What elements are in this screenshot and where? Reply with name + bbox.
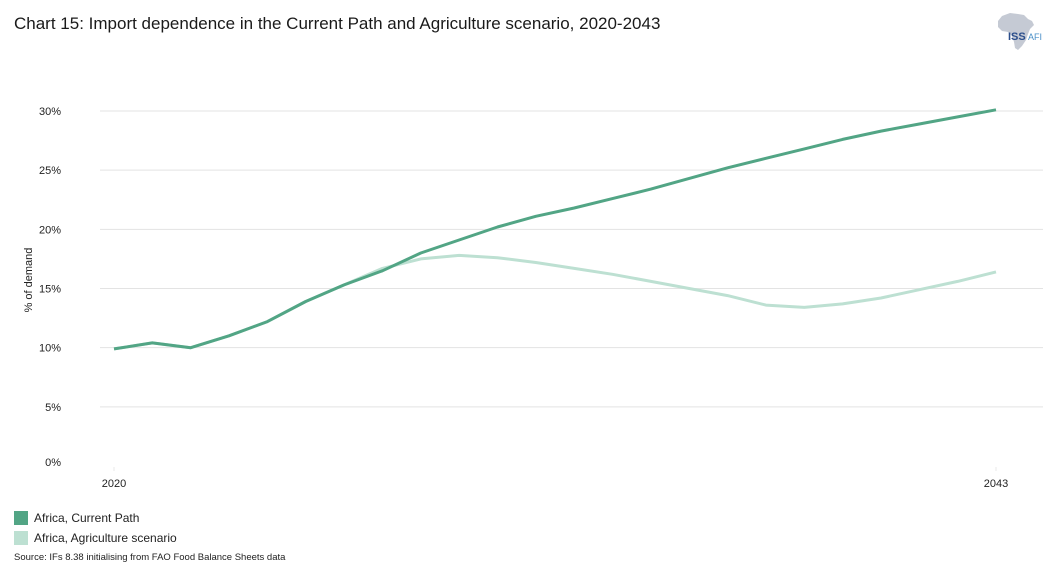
y-tick-label: 30% [39,106,61,118]
logo-subtext: AFI [1028,32,1043,42]
source-note: Source: IFs 8.38 initialising from FAO F… [14,552,286,563]
legend-item-current-path[interactable]: Africa, Current Path [14,508,177,528]
series-line-current-path [113,108,997,351]
y-tick-label: 0% [45,457,61,469]
x-tick-label: 2043 [984,478,1008,490]
x-axis-ticks: 2020 2043 [102,467,1008,490]
y-axis-ticks: 0% 5% 10% 15% 20% 25% 30% [39,106,61,469]
y-tick-label: 5% [45,402,61,414]
gridlines [100,110,1043,408]
y-axis-label: % of demand [23,248,35,313]
legend-item-agriculture-scenario[interactable]: Africa, Agriculture scenario [14,528,177,548]
y-tick-label: 20% [39,224,61,236]
africa-map-icon [998,13,1034,50]
legend-swatch-agriculture-scenario [14,531,28,545]
x-tick-label: 2020 [102,478,126,490]
series-line-agriculture-scenario [113,253,997,351]
legend: Africa, Current Path Africa, Agriculture… [14,508,177,548]
y-tick-label: 25% [39,165,61,177]
legend-label-agriculture-scenario: Africa, Agriculture scenario [34,531,177,545]
logo-text: ISS [1008,31,1026,43]
legend-swatch-current-path [14,511,28,525]
legend-label-current-path: Africa, Current Path [34,511,140,525]
series-lines [113,108,997,351]
y-tick-label: 10% [39,343,61,355]
chart-title: Chart 15: Import dependence in the Curre… [14,14,661,33]
y-tick-label: 15% [39,284,61,296]
